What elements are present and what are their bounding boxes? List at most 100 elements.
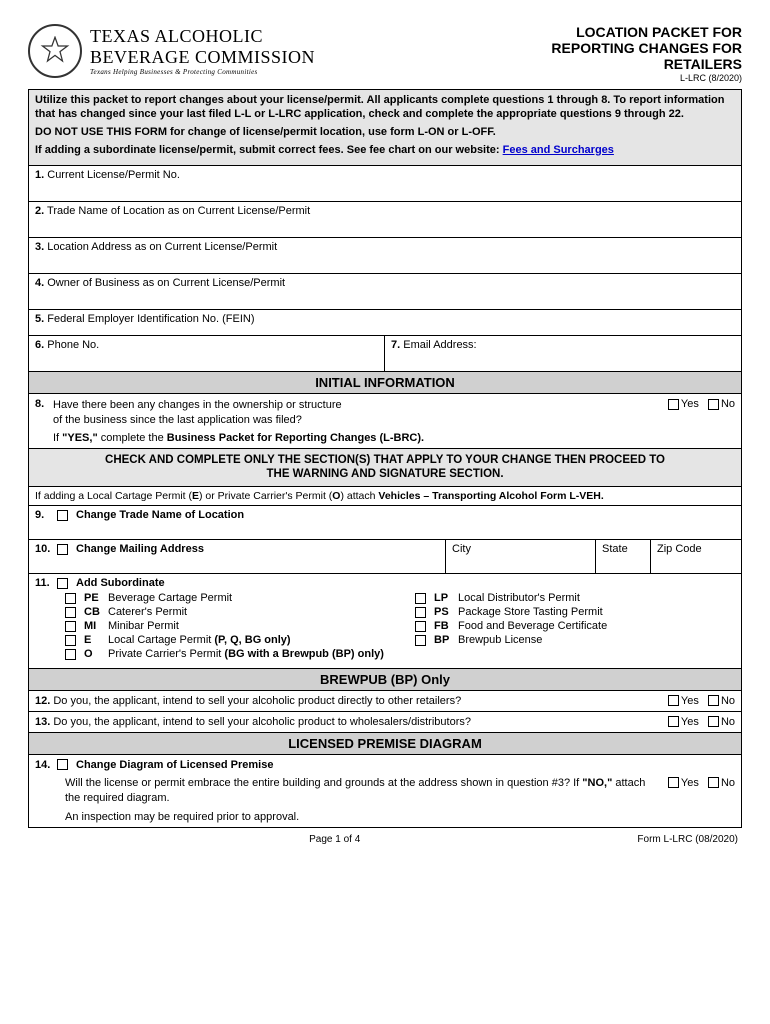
q8-num: 8.: [35, 398, 53, 428]
q8-instr-a: If: [53, 432, 62, 444]
instr-p1: Utilize this packet to report changes ab…: [35, 94, 735, 122]
sub-item-pe: PEBeverage Cartage Permit: [35, 592, 385, 604]
q10-state: State: [596, 540, 651, 573]
question-11: 11. Add Subordinate PEBeverage Cartage P…: [29, 574, 741, 669]
f7-num: 7.: [391, 339, 400, 351]
field-7: 7. Email Address:: [385, 336, 741, 371]
q14-checkbox[interactable]: [57, 759, 68, 770]
q11-num: 11.: [35, 577, 57, 589]
field-6: 6. Phone No.: [29, 336, 385, 371]
q14-body-text: Will the license or permit embrace the e…: [65, 776, 668, 806]
note-f: Vehicles – Transporting Alcohol Form L-V…: [378, 490, 603, 502]
q13-yes: Yes: [681, 716, 699, 728]
q13-text: Do you, the applicant, intend to sell yo…: [53, 716, 471, 728]
q8-text-a: Have there been any changes in the owner…: [53, 399, 342, 411]
f2-label: Trade Name of Location as on Current Lic…: [47, 205, 310, 217]
q8-instr: If "YES," complete the Business Packet f…: [35, 432, 735, 444]
f5-label: Federal Employer Identification No. (FEI…: [47, 313, 254, 325]
code-bp: BP: [434, 634, 458, 646]
field-5: 5. Federal Employer Identification No. (…: [29, 310, 741, 336]
q8-instr-d: Business Packet for Reporting Changes (L…: [167, 432, 424, 444]
q13-no-checkbox[interactable]: [708, 716, 719, 727]
form-title-1: LOCATION PACKET FOR: [551, 24, 742, 40]
q11-right-col: LPLocal Distributor's Permit PSPackage S…: [385, 592, 735, 662]
org-line2: BEVERAGE COMMISSION: [90, 47, 315, 68]
cb-ps[interactable]: [415, 607, 426, 618]
cb-cb[interactable]: [65, 607, 76, 618]
q10-city: City: [446, 540, 596, 573]
page-header: TEXAS ALCOHOLIC BEVERAGE COMMISSION Texa…: [28, 24, 742, 83]
instr-p3: If adding a subordinate license/permit, …: [35, 144, 735, 158]
q8-text-b: of the business since the last applicati…: [53, 414, 302, 426]
f4-label: Owner of Business as on Current License/…: [47, 277, 285, 289]
sub-item-mi: MIMinibar Permit: [35, 620, 385, 632]
q11-checkbox[interactable]: [57, 578, 68, 589]
section-diagram: LICENSED PREMISE DIAGRAM: [29, 733, 741, 755]
code-pe: PE: [84, 592, 108, 604]
f1-num: 1.: [35, 169, 44, 181]
check-line1: CHECK AND COMPLETE ONLY THE SECTION(S) T…: [35, 453, 735, 467]
page-footer: Page 1 of 4 Form L-LRC (08/2020): [28, 834, 742, 845]
q9-num: 9.: [35, 509, 57, 521]
desc-cb: Caterer's Permit: [108, 606, 187, 618]
form-title-2: REPORTING CHANGES FOR: [551, 40, 742, 56]
field-3: 3. Location Address as on Current Licens…: [29, 238, 741, 274]
field-1: 1. Current License/Permit No.: [29, 166, 741, 202]
no-label: No: [721, 398, 735, 410]
code-lp: LP: [434, 592, 458, 604]
code-ps: PS: [434, 606, 458, 618]
yes-label: Yes: [681, 398, 699, 410]
cb-lp[interactable]: [415, 593, 426, 604]
q14-body-a: Will the license or permit embrace the e…: [65, 777, 582, 789]
q10-num: 10.: [35, 543, 57, 555]
q12-text: Do you, the applicant, intend to sell yo…: [53, 695, 461, 707]
cartage-note: If adding a Local Cartage Permit (E) or …: [29, 487, 741, 506]
field-6-7-row: 6. Phone No. 7. Email Address:: [29, 336, 741, 372]
org-tagline: Texans Helping Businesses & Protecting C…: [90, 68, 315, 76]
cb-o[interactable]: [65, 649, 76, 660]
code-mi: MI: [84, 620, 108, 632]
question-10: 10. Change Mailing Address City State Zi…: [29, 540, 741, 574]
desc-o: Private Carrier's Permit: [108, 648, 224, 660]
q12-yes-checkbox[interactable]: [668, 695, 679, 706]
fees-link[interactable]: Fees and Surcharges: [503, 144, 614, 156]
section-brewpub: BREWPUB (BP) Only: [29, 669, 741, 691]
q9-label: Change Trade Name of Location: [76, 509, 244, 521]
cb-fb[interactable]: [415, 621, 426, 632]
tabc-seal-icon: [28, 24, 82, 78]
cb-mi[interactable]: [65, 621, 76, 632]
footer-page: Page 1 of 4: [309, 834, 360, 845]
cb-e[interactable]: [65, 635, 76, 646]
q8-yes-checkbox[interactable]: [668, 399, 679, 410]
note-b: E: [192, 490, 199, 502]
f2-num: 2.: [35, 205, 44, 217]
q14-yes-checkbox[interactable]: [668, 777, 679, 788]
q14-no: No: [721, 777, 735, 789]
q9-checkbox[interactable]: [57, 510, 68, 521]
note-a: If adding a Local Cartage Permit (: [35, 490, 192, 502]
section-initial: INITIAL INFORMATION: [29, 372, 741, 394]
cb-pe[interactable]: [65, 593, 76, 604]
form-body: Utilize this packet to report changes ab…: [28, 89, 742, 828]
q8-no-checkbox[interactable]: [708, 399, 719, 410]
q13-yes-checkbox[interactable]: [668, 716, 679, 727]
q10-checkbox[interactable]: [57, 544, 68, 555]
q11-left-col: PEBeverage Cartage Permit CBCaterer's Pe…: [35, 592, 385, 662]
f7-label: Email Address:: [403, 339, 476, 351]
q12-no: No: [721, 695, 735, 707]
question-14: 14. Change Diagram of Licensed Premise W…: [29, 755, 741, 828]
q8-instr-b: "YES,": [62, 432, 98, 444]
footer-form: Form L-LRC (08/2020): [637, 834, 738, 845]
org-block: TEXAS ALCOHOLIC BEVERAGE COMMISSION Texa…: [28, 24, 315, 78]
q14-no-checkbox[interactable]: [708, 777, 719, 788]
check-section-header: CHECK AND COMPLETE ONLY THE SECTION(S) T…: [29, 449, 741, 487]
instr-p2: DO NOT USE THIS FORM for change of licen…: [35, 126, 735, 140]
cb-bp[interactable]: [415, 635, 426, 646]
f4-num: 4.: [35, 277, 44, 289]
q14-label: Change Diagram of Licensed Premise: [76, 759, 273, 771]
q12-no-checkbox[interactable]: [708, 695, 719, 706]
sub-item-e: ELocal Cartage Permit (P, Q, BG only): [35, 634, 385, 646]
f3-label: Location Address as on Current License/P…: [47, 241, 277, 253]
instructions: Utilize this packet to report changes ab…: [29, 90, 741, 166]
question-12: 12. Do you, the applicant, intend to sel…: [29, 691, 741, 712]
